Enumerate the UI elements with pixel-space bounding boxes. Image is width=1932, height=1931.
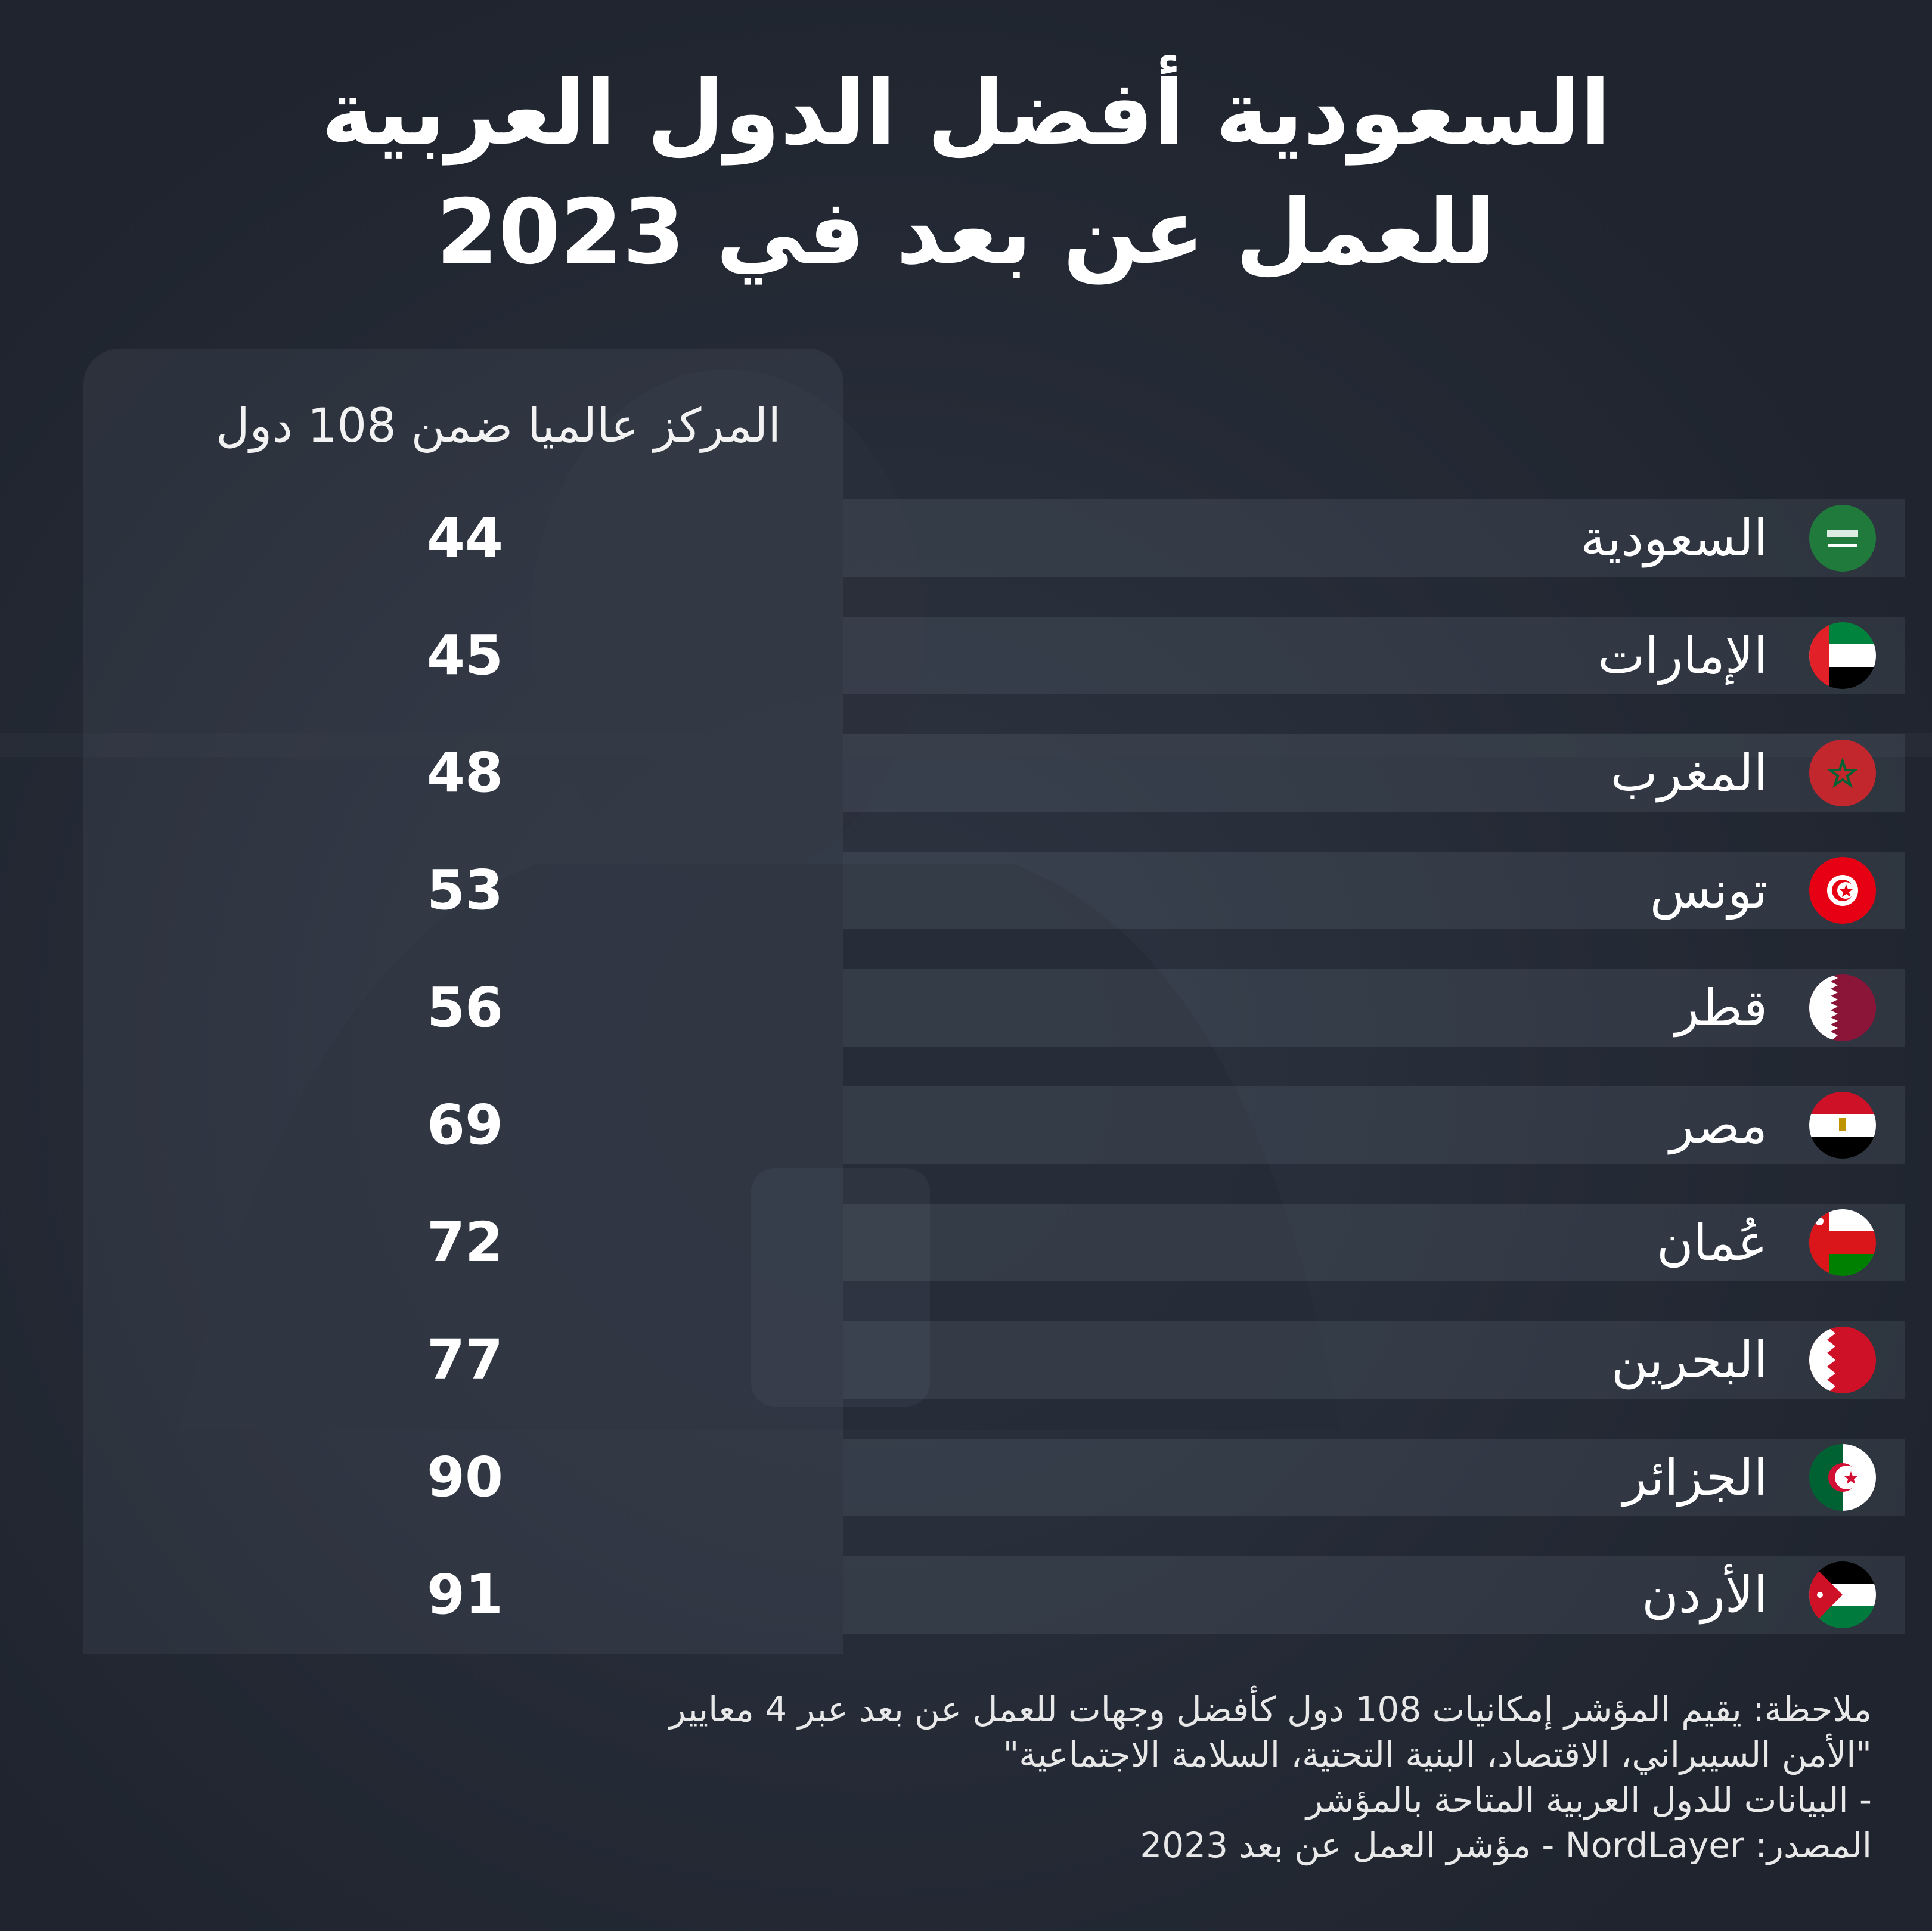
- country-name: الأردن: [1642, 1566, 1767, 1624]
- note-line-1: ملاحظة: يقيم المؤشر إمكانيات 108 دول كأف…: [669, 1689, 1872, 1730]
- bahrain-flag-icon: [1809, 1327, 1876, 1393]
- country-name: قطر: [1674, 979, 1767, 1037]
- country-name: عُمان: [1657, 1213, 1767, 1272]
- row-band: [843, 1204, 1905, 1281]
- algeria-flag-icon: [1809, 1444, 1876, 1511]
- title-line-2: للعمل عن بعد في 2023: [436, 181, 1496, 284]
- country-name: تونس: [1649, 861, 1767, 920]
- rank-value: 91: [426, 1563, 504, 1626]
- jordan-flag-icon: [1809, 1561, 1876, 1628]
- rank-value: 72: [426, 1210, 504, 1274]
- title-line-1: السعودية أفضل الدول العربية: [321, 61, 1611, 165]
- row-band: [843, 852, 1905, 929]
- country-name: السعودية: [1580, 509, 1767, 567]
- row-band: [843, 1439, 1905, 1516]
- oman-flag-icon: [1809, 1209, 1876, 1276]
- row-band: [843, 734, 1905, 812]
- rank-value: 69: [426, 1093, 504, 1157]
- rank-value: 45: [426, 623, 504, 687]
- row-band: [843, 1321, 1905, 1399]
- country-name: الإمارات: [1598, 626, 1767, 685]
- row-band: [843, 969, 1905, 1047]
- country-name: المغرب: [1610, 744, 1767, 802]
- country-name: البحرين: [1611, 1331, 1767, 1389]
- saudi-arabia-flag-icon: [1809, 505, 1876, 572]
- note-line-3: - البيانات للدول العربية المتاحة بالمؤشر: [1306, 1780, 1872, 1820]
- rank-value: 56: [426, 976, 504, 1039]
- qatar-flag-icon: [1809, 974, 1876, 1041]
- morocco-flag-icon: [1809, 740, 1876, 806]
- row-band: [843, 1086, 1905, 1164]
- row-band: [843, 617, 1905, 694]
- rank-value: 44: [426, 506, 504, 570]
- row-band: [843, 1556, 1905, 1634]
- country-name: الجزائر: [1623, 1448, 1767, 1507]
- row-band: [843, 499, 1905, 577]
- uae-flag-icon: [1809, 622, 1876, 689]
- egypt-flag-icon: [1809, 1092, 1876, 1159]
- rank-value: 53: [426, 858, 504, 922]
- rank-column-header: المركز عالميا ضمن 108 دول: [215, 399, 781, 453]
- rank-panel: [83, 349, 843, 1654]
- source-line: المصدر: NordLayer - مؤشر العمل عن بعد 20…: [1140, 1825, 1872, 1865]
- rank-value: 77: [426, 1328, 504, 1392]
- rank-value: 48: [426, 741, 504, 805]
- note-line-2: "الأمن السيبراني، الاقتصاد، البنية التحت…: [1003, 1734, 1872, 1775]
- country-name: مصر: [1669, 1096, 1767, 1154]
- page-title: السعودية أفضل الدول العربية للعمل عن بعد…: [0, 54, 1932, 292]
- rank-value: 90: [426, 1445, 504, 1509]
- tunisia-flag-icon: [1809, 857, 1876, 924]
- footnote: ملاحظة: يقيم المؤشر إمكانيات 108 دول كأف…: [358, 1687, 1872, 1868]
